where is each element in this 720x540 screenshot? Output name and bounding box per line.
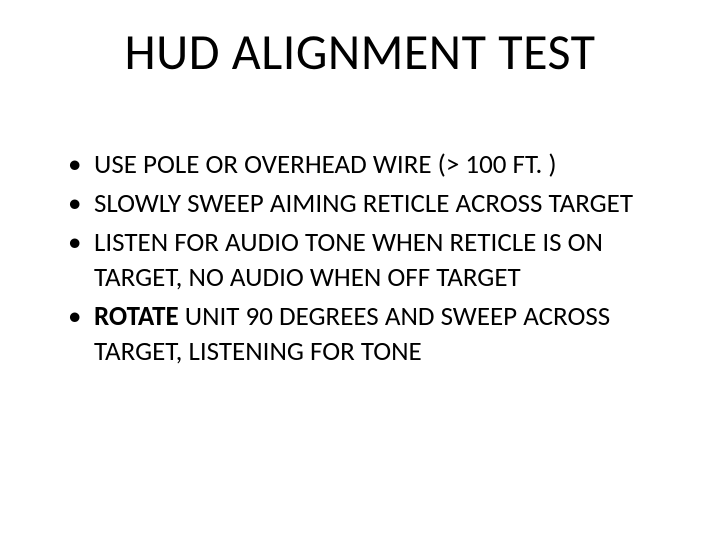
bullet-item: SLOWLY SWEEP AIMING RETICLE ACROSS TARGE… [68,186,670,221]
bullet-item: ROTATE UNIT 90 DEGREES AND SWEEP ACROSS … [68,299,670,369]
slide: HUD ALIGNMENT TEST USE POLE OR OVERHEAD … [0,0,720,540]
bullet-list: USE POLE OR OVERHEAD WIRE (> 100 FT. ) S… [50,147,670,370]
bullet-item: USE POLE OR OVERHEAD WIRE (> 100 FT. ) [68,147,670,182]
slide-title: HUD ALIGNMENT TEST [50,22,670,83]
bullet-lead: ROTATE [94,300,179,333]
bullet-item: LISTEN FOR AUDIO TONE WHEN RETICLE IS ON… [68,225,670,295]
